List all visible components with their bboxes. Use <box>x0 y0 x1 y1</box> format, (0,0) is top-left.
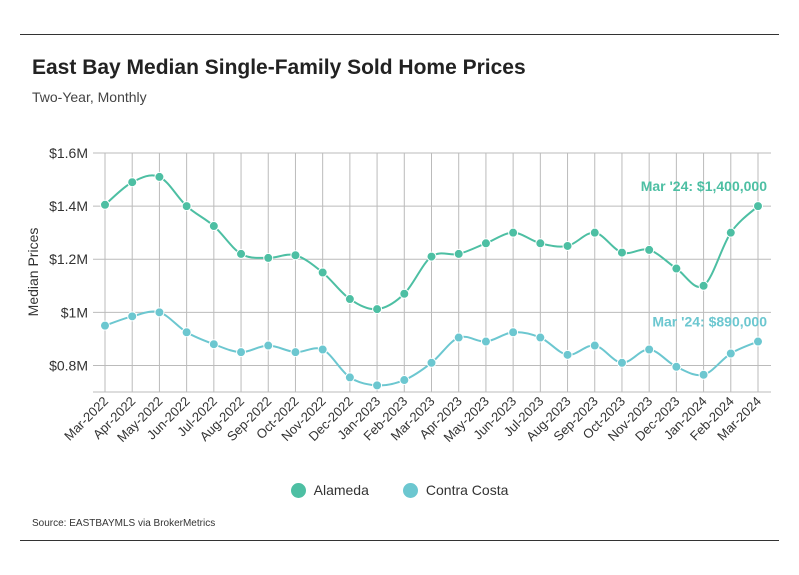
data-point-alameda[interactable] <box>344 294 355 305</box>
data-point-contra-costa[interactable] <box>127 311 138 322</box>
chart-title: East Bay Median Single-Family Sold Home … <box>32 56 526 79</box>
data-point-contra-costa[interactable] <box>671 361 682 372</box>
data-point-contra-costa[interactable] <box>290 347 301 358</box>
y-tick-label: $1.6M <box>49 145 88 161</box>
data-point-contra-costa[interactable] <box>399 375 410 386</box>
data-point-contra-costa[interactable] <box>317 344 328 355</box>
data-point-contra-costa[interactable] <box>753 336 763 347</box>
data-point-alameda[interactable] <box>263 252 274 263</box>
data-point-alameda[interactable] <box>181 201 192 212</box>
data-point-alameda[interactable] <box>372 304 383 315</box>
data-point-alameda[interactable] <box>290 250 301 261</box>
data-point-alameda[interactable] <box>236 248 247 259</box>
data-point-alameda[interactable] <box>698 280 709 291</box>
y-tick-label: $1M <box>61 304 88 320</box>
data-point-alameda[interactable] <box>562 240 573 251</box>
data-point-alameda[interactable] <box>644 244 655 255</box>
data-point-alameda[interactable] <box>317 267 328 278</box>
legend-item-contra-costa[interactable]: Contra Costa <box>402 482 509 498</box>
data-point-alameda[interactable] <box>616 247 627 258</box>
data-point-contra-costa[interactable] <box>208 339 219 350</box>
data-point-contra-costa[interactable] <box>263 340 274 351</box>
data-point-alameda[interactable] <box>508 227 519 238</box>
data-point-contra-costa[interactable] <box>589 340 600 351</box>
data-point-alameda[interactable] <box>100 199 110 210</box>
data-point-contra-costa[interactable] <box>181 327 192 338</box>
data-point-contra-costa[interactable] <box>480 336 491 347</box>
data-point-contra-costa[interactable] <box>698 369 709 380</box>
legend: Alameda Contra Costa <box>0 482 799 498</box>
source-note: Source: EASTBAYMLS via BrokerMetrics <box>32 518 216 529</box>
data-point-contra-costa[interactable] <box>562 349 573 360</box>
data-point-alameda[interactable] <box>154 171 165 182</box>
data-point-contra-costa[interactable] <box>535 332 546 343</box>
data-point-alameda[interactable] <box>535 238 546 249</box>
data-point-alameda[interactable] <box>589 227 600 238</box>
chart-subtitle: Two-Year, Monthly <box>32 89 147 105</box>
data-point-alameda[interactable] <box>426 251 437 262</box>
x-tick-labels: Mar-2022Apr-2022May-2022Jun-2022Jul-2022… <box>61 394 764 445</box>
data-point-contra-costa[interactable] <box>344 372 355 383</box>
data-point-alameda[interactable] <box>399 288 410 299</box>
legend-swatch-alameda <box>290 482 306 498</box>
data-point-contra-costa[interactable] <box>100 320 110 331</box>
series-group <box>100 171 763 391</box>
data-point-alameda[interactable] <box>480 238 491 249</box>
data-point-contra-costa[interactable] <box>426 357 437 368</box>
data-point-contra-costa[interactable] <box>644 344 655 355</box>
data-point-contra-costa[interactable] <box>508 327 519 338</box>
y-tick-label: $0.8M <box>49 357 88 373</box>
y-axis-label: Median Prices <box>25 228 41 317</box>
y-tick-label: $1.4M <box>49 198 88 214</box>
data-point-alameda[interactable] <box>453 248 464 259</box>
y-tick-labels: $0.8M $1M $1.2M $1.4M $1.6M <box>49 145 88 373</box>
data-point-alameda[interactable] <box>127 177 138 188</box>
data-point-contra-costa[interactable] <box>453 332 464 343</box>
legend-swatch-contra-costa <box>402 482 418 498</box>
data-point-contra-costa[interactable] <box>154 307 165 318</box>
top-rule <box>20 34 779 35</box>
end-label-alameda: Mar '24: $1,400,000 <box>641 178 768 194</box>
bottom-rule <box>20 540 779 541</box>
legend-label-contra-costa: Contra Costa <box>425 482 509 498</box>
data-point-contra-costa[interactable] <box>725 348 736 359</box>
end-label-contra-costa: Mar '24: $890,000 <box>652 314 767 330</box>
data-point-contra-costa[interactable] <box>616 357 627 368</box>
data-point-contra-costa[interactable] <box>236 347 247 358</box>
legend-label-alameda: Alameda <box>313 482 369 498</box>
legend-item-alameda[interactable]: Alameda <box>290 482 369 498</box>
y-tick-label: $1.2M <box>49 251 88 267</box>
data-point-alameda[interactable] <box>753 201 763 212</box>
data-point-alameda[interactable] <box>208 221 219 232</box>
end-labels: Mar '24: $1,400,000 Mar '24: $890,000 <box>641 178 768 329</box>
data-point-contra-costa[interactable] <box>372 380 383 391</box>
data-point-alameda[interactable] <box>725 227 736 238</box>
data-point-alameda[interactable] <box>671 263 682 274</box>
